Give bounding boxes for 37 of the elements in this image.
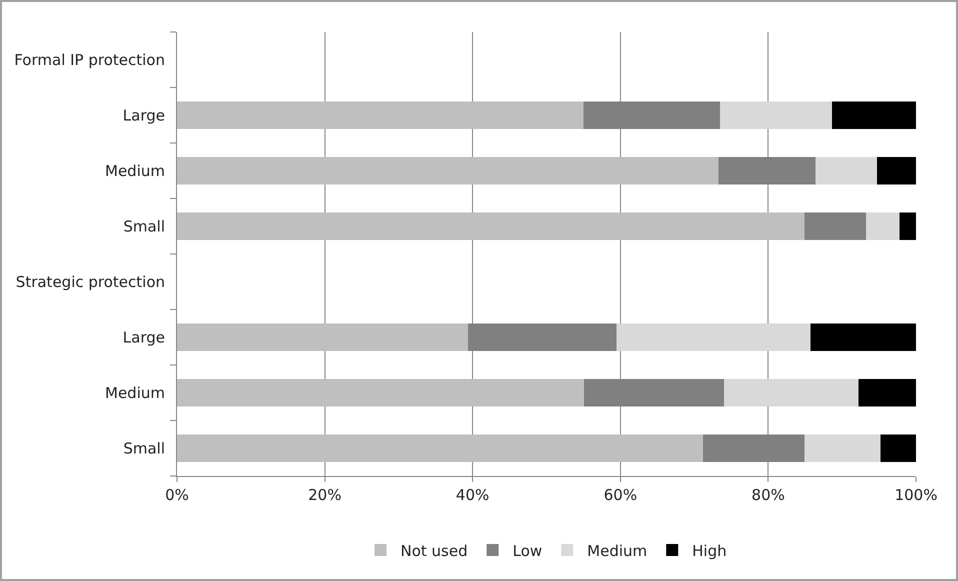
bar	[816, 156, 877, 185]
bar	[177, 378, 584, 407]
y-tick-label: Small	[123, 440, 165, 458]
bar	[858, 378, 916, 407]
y-tick-label: Large	[122, 328, 165, 346]
legend-label: Medium	[587, 542, 648, 560]
y-tick-label: Medium	[105, 162, 165, 180]
bar	[832, 101, 916, 130]
bar	[177, 101, 584, 130]
y-tick-label: Medium	[105, 384, 165, 402]
y-tick-label: Formal IP protection	[14, 51, 165, 69]
bar	[177, 212, 804, 240]
bar	[724, 378, 858, 407]
x-tick-label: 100%	[894, 486, 938, 504]
bar	[810, 323, 916, 352]
y-tick-label: Strategic protection	[16, 273, 165, 291]
x-tick-label: 40%	[456, 486, 490, 504]
bar	[177, 156, 719, 185]
bar	[720, 101, 832, 130]
x-tick-label: 0%	[165, 486, 189, 504]
legend-label: Low	[512, 542, 542, 560]
bar	[866, 212, 900, 240]
x-tick-label: 60%	[604, 486, 638, 504]
legend-label: High	[692, 542, 727, 560]
bar	[616, 323, 810, 352]
bar	[876, 156, 916, 185]
bar	[804, 212, 866, 240]
bar	[900, 212, 916, 240]
y-tick-label: Large	[122, 106, 165, 124]
legend-label: Not used	[400, 542, 468, 560]
x-tick-label: 20%	[308, 486, 342, 504]
bar	[880, 434, 916, 462]
bar	[804, 434, 881, 462]
bar	[177, 323, 468, 352]
bar	[177, 434, 704, 462]
x-tick-label: 80%	[752, 486, 785, 504]
y-tick-label: Small	[123, 218, 165, 236]
